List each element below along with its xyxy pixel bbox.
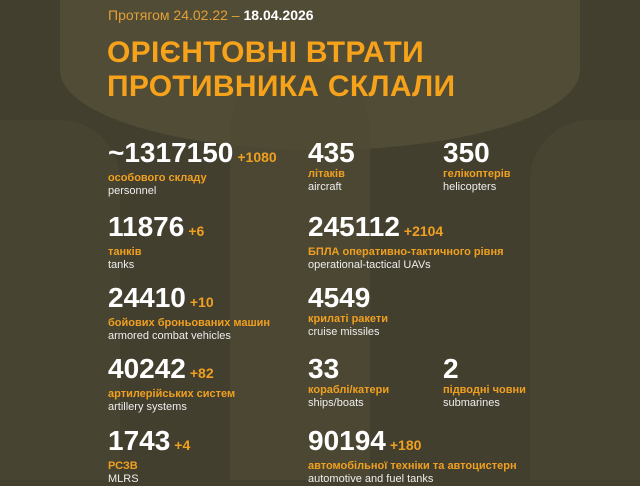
stat-delta: +82 <box>189 365 214 381</box>
stat-personnel: ~1317150 +1080 особового складу personnel <box>108 138 277 198</box>
value: 33 <box>308 353 340 384</box>
stat-label-en: ships/boats <box>308 397 364 409</box>
stat-value: 11876 +6 <box>108 212 204 246</box>
stat-delta: +180 <box>389 437 422 453</box>
stat-label-en: artillery systems <box>108 401 187 413</box>
stat-value: 90194 +180 <box>308 426 517 460</box>
stat-label-ua: танків <box>108 246 142 258</box>
stat-label-ua: артилерійських систем <box>108 388 236 400</box>
stat-value: 1743 +4 <box>108 426 190 460</box>
stat-value: 245112 +2104 <box>308 212 504 246</box>
stat-helicopters: 350 гелікоптерів helicopters <box>443 138 511 194</box>
stat-submarines: 2 підводні човни submarines <box>443 354 526 410</box>
period-range: Протягом 24.02.22 – 18.04.2026 <box>108 7 314 23</box>
value: 40242 <box>108 353 186 384</box>
stat-label-en: submarines <box>443 397 500 409</box>
stat-label-en: tanks <box>108 259 135 271</box>
stat-automotive-and-fuel-tanks: 90194 +180 автомобільної техніки та автоци… <box>308 426 517 486</box>
stat-label-en: aircraft <box>308 181 342 193</box>
stat-mlrs: 1743 +4 РСЗВ MLRS <box>108 426 190 486</box>
stat-label-ua: підводні човни <box>443 384 526 396</box>
title-line-1: ОРІЄНТОВНІ ВТРАТИ <box>107 36 424 69</box>
stat-label-en: helicopters <box>443 181 497 193</box>
stat-ships-boats: 33 кораблі/катери ships/boats <box>308 354 389 410</box>
value: 1743 <box>108 425 171 456</box>
stat-label-en: armored combat vehicles <box>108 330 231 342</box>
value: 2 <box>443 353 459 384</box>
value: 4549 <box>308 282 371 313</box>
stat-value: 435 <box>308 138 355 168</box>
value: ~1317150 <box>108 137 234 168</box>
stat-tanks: 11876 +6 танків tanks <box>108 212 204 272</box>
stat-delta: +6 <box>188 223 205 239</box>
stat-label-ua: кораблі/катери <box>308 384 390 396</box>
value: 24410 <box>108 282 186 313</box>
stat-label-ua: РСЗВ <box>108 460 138 472</box>
stat-label-ua: літаків <box>308 168 345 180</box>
stat-cruise-missiles: 4549 крилаті ракети cruise missiles <box>308 283 388 339</box>
stat-label-en: personnel <box>108 185 157 197</box>
stat-value: 4549 <box>308 283 388 313</box>
stat-label-ua: БПЛА оперативно-тактичного рівня <box>308 246 504 258</box>
value: 245112 <box>308 211 400 242</box>
value: 11876 <box>108 211 185 242</box>
stat-delta: +1080 <box>237 149 277 165</box>
stat-value: 24410 +10 <box>108 283 270 317</box>
stat-label-en: cruise missiles <box>308 326 380 338</box>
stat-label-ua: гелікоптерів <box>443 168 511 180</box>
stat-delta: +4 <box>174 437 191 453</box>
stat-value: 33 <box>308 354 389 384</box>
stat-label-ua: автомобільної техніки та автоцистерн <box>308 460 517 472</box>
stat-label-ua: крилаті ракети <box>308 313 389 325</box>
page-title: ОРІЄНТОВНІ ВТРАТИ ПРОТИВНИКА СКЛАЛИ <box>107 36 455 104</box>
value: 90194 <box>308 425 386 456</box>
value: 435 <box>308 137 355 168</box>
period-end-date: 18.04.2026 <box>243 7 314 23</box>
stat-delta: +2104 <box>403 223 444 239</box>
period-prefix: Протягом 24.02.22 – <box>108 7 240 23</box>
stat-value: ~1317150 +1080 <box>108 138 277 172</box>
title-line-2: ПРОТИВНИКА СКЛАЛИ <box>107 70 456 103</box>
stat-label-ua: особового складу <box>108 172 207 184</box>
stat-artillery-systems: 40242 +82 артилерійських систем artillery s… <box>108 354 235 414</box>
value: 350 <box>443 137 490 168</box>
stat-armored-combat-vehicles: 24410 +10 бойових броньованих машин armored… <box>108 283 270 343</box>
stat-aircraft: 435 літаків aircraft <box>308 138 355 194</box>
stat-operational-tactical-uavs: 245112 +2104 БПЛА оперативно-тактичного рі… <box>308 212 504 272</box>
stat-value: 2 <box>443 354 526 384</box>
stat-label-ua: бойових броньованих машин <box>108 317 271 329</box>
stat-value: 350 <box>443 138 511 168</box>
stat-value: 40242 +82 <box>108 354 235 388</box>
stat-delta: +10 <box>189 294 214 310</box>
stat-label-en: operational-tactical UAVs <box>308 259 431 271</box>
